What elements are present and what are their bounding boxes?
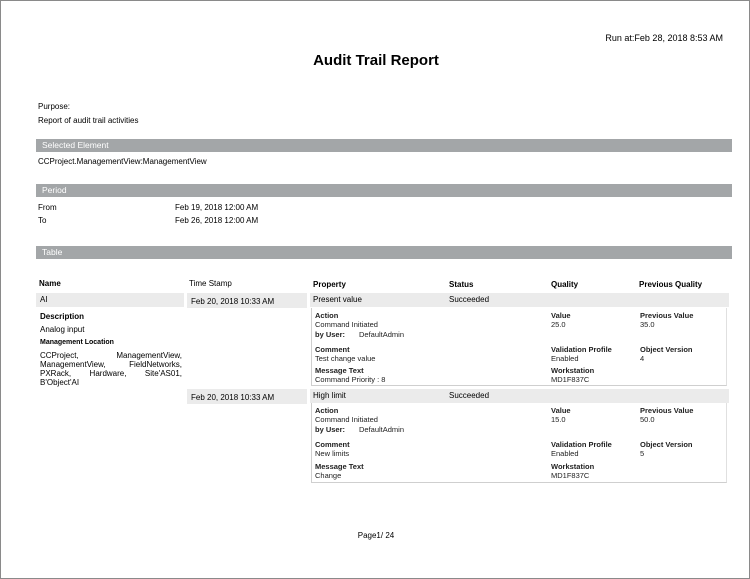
message-text-label: Message Text [315, 366, 364, 375]
message-text-value: Command Priority : 8 [315, 375, 386, 384]
message-text-label: Message Text [315, 462, 364, 471]
purpose-text: Report of audit trail activities [38, 116, 139, 125]
col-quality: Quality [551, 280, 579, 289]
by-user-value: DefaultAdmin [359, 425, 405, 434]
period-from: Feb 19, 2018 12:00 AM [175, 203, 259, 212]
page-number: Page1/ 24 [357, 531, 395, 540]
run-at: Run at:Feb 28, 2018 8:53 AM [605, 33, 723, 43]
object-version-value: 5 [640, 449, 645, 458]
purpose-label: Purpose: [38, 102, 71, 111]
comment-value: Test change value [315, 354, 376, 363]
validation-profile-label: Validation Profile [551, 345, 612, 354]
selected-element-value: CCProject.ManagementView:ManagementView [38, 157, 207, 166]
validation-profile-label: Validation Profile [551, 440, 612, 449]
col-status: Status [449, 280, 474, 289]
previous-value-value: 50.0 [640, 415, 655, 424]
period-to-label: To [38, 216, 47, 225]
value-label: Value [551, 311, 571, 320]
col-timestamp: Time Stamp [189, 279, 232, 288]
previous-value-label: Previous Value [640, 311, 694, 320]
comment-value: New limits [315, 449, 350, 458]
description-label: Description [40, 312, 85, 321]
selected-element-header: Selected Element [36, 139, 732, 152]
row-timestamp: Feb 20, 2018 10:33 AM [191, 297, 275, 306]
comment-label: Comment [315, 345, 350, 354]
col-property: Property [313, 280, 346, 289]
comment-label: Comment [315, 440, 350, 449]
previous-value-value: 35.0 [640, 320, 655, 329]
col-previous-quality: Previous Quality [639, 280, 703, 289]
previous-value-label: Previous Value [640, 406, 694, 415]
description-value: Analog input [40, 325, 85, 334]
table-header: Table [36, 246, 732, 259]
row-status: Succeeded [449, 391, 490, 400]
row-timestamp: Feb 20, 2018 10:33 AM [191, 393, 275, 402]
location-value: CCProject, ManagementView, ManagementVie… [40, 351, 182, 387]
row-property: Present value [313, 295, 362, 304]
col-name: Name [39, 279, 61, 288]
value-label: Value [551, 406, 571, 415]
workstation-label: Workstation [551, 366, 595, 375]
action-value: Command Initiated [315, 320, 378, 329]
location-label: Management Location [40, 339, 114, 346]
message-text-value: Change [315, 471, 342, 480]
object-name: AI [40, 295, 48, 304]
workstation-value: MD1F837C [551, 375, 590, 384]
by-user-label: by User: [315, 330, 346, 339]
action-value: Command Initiated [315, 415, 378, 424]
by-user-value: DefaultAdmin [359, 330, 405, 339]
value-value: 25.0 [551, 320, 566, 329]
validation-profile-value: Enabled [551, 354, 579, 363]
object-version-label: Object Version [640, 440, 693, 449]
action-label: Action [315, 406, 339, 415]
row-details: Action Command Initiated by User: Defaul… [311, 308, 727, 386]
row-details: Action Command Initiated by User: Defaul… [311, 403, 727, 483]
period-from-label: From [38, 203, 57, 212]
action-label: Action [315, 311, 339, 320]
period-header: Period [36, 184, 732, 197]
row-property: High limit [313, 391, 346, 400]
validation-profile-value: Enabled [551, 449, 579, 458]
workstation-value: MD1F837C [551, 471, 590, 480]
object-version-value: 4 [640, 354, 645, 363]
value-value: 15.0 [551, 415, 566, 424]
workstation-label: Workstation [551, 462, 595, 471]
object-version-label: Object Version [640, 345, 693, 354]
by-user-label: by User: [315, 425, 346, 434]
report-title: Audit Trail Report [313, 52, 439, 69]
row-status: Succeeded [449, 295, 490, 304]
period-to: Feb 26, 2018 12:00 AM [175, 216, 259, 225]
